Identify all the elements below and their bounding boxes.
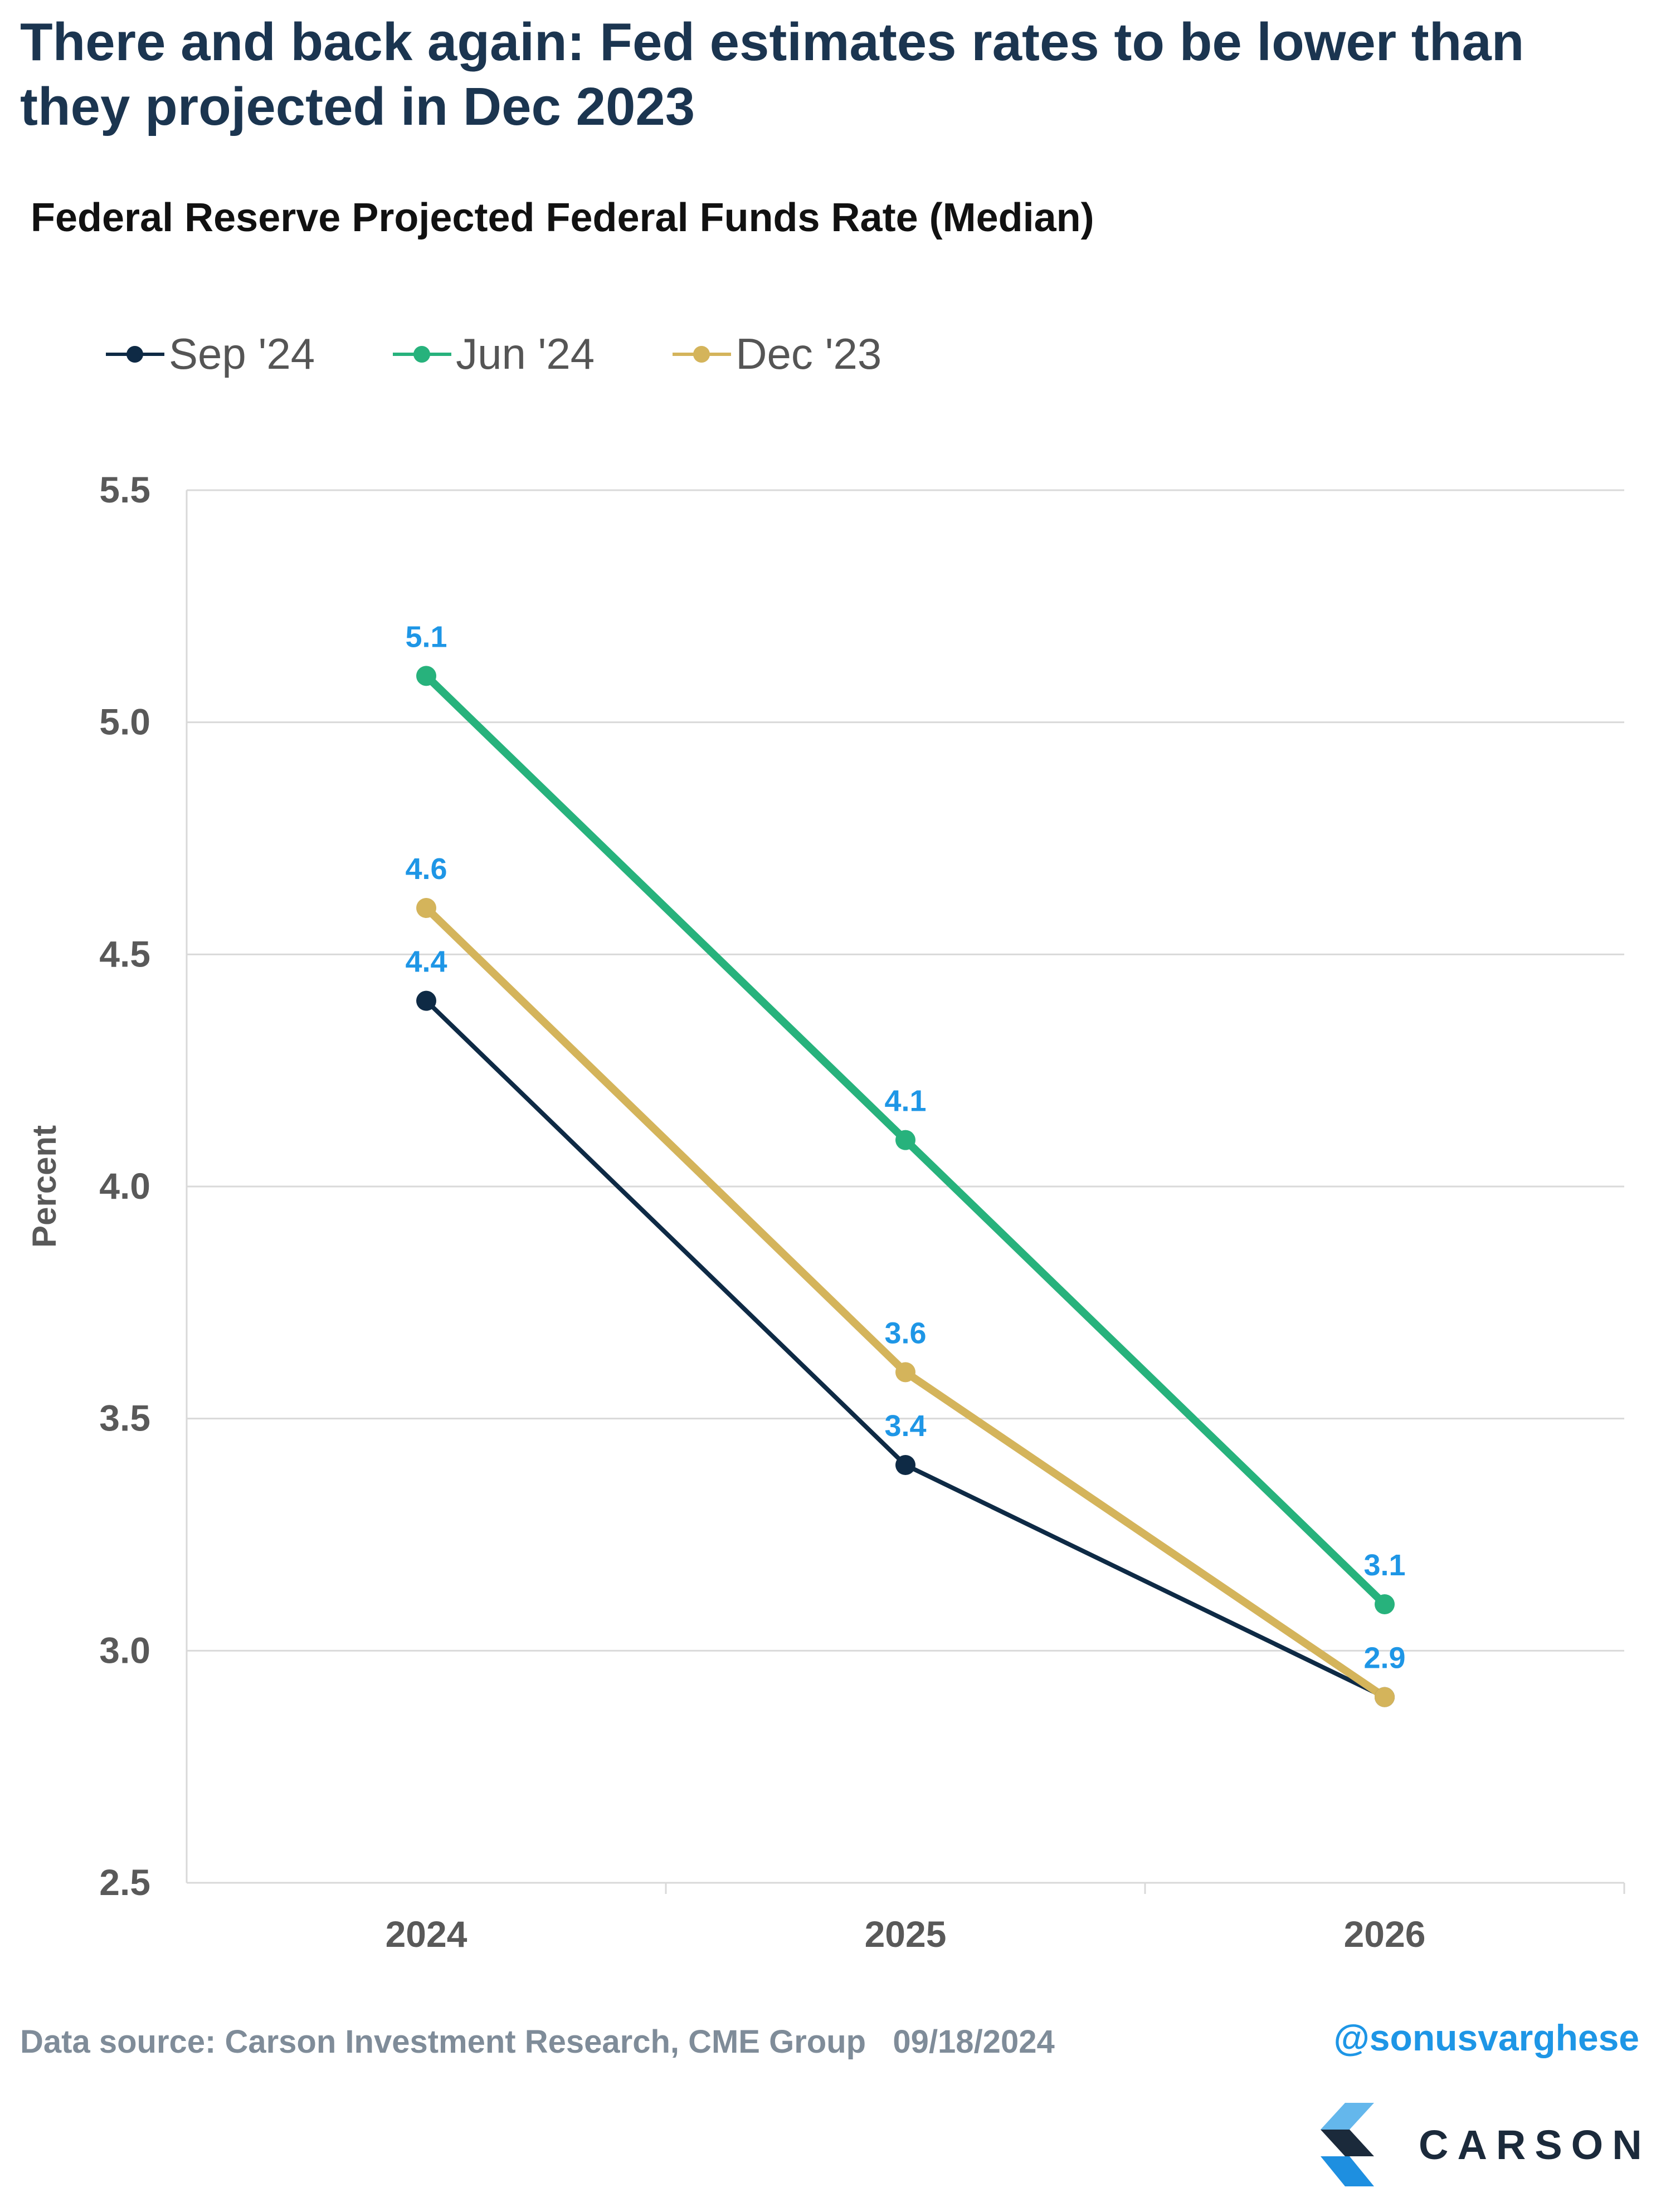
legend-swatch-sep-24	[106, 345, 164, 363]
data-point	[416, 990, 436, 1011]
x-tick-label: 2024	[386, 1913, 467, 1955]
legend-swatch-dec-23	[673, 345, 732, 363]
y-tick-label: 3.5	[99, 1398, 150, 1439]
data-label: 4.1	[884, 1085, 926, 1118]
carson-logo-mark-icon	[1321, 2103, 1374, 2186]
data-point	[416, 666, 436, 686]
data-source-note: Data source: Carson Investment Research,…	[20, 2024, 1055, 2060]
data-label: 4.6	[405, 852, 447, 886]
y-tick-label: 3.0	[99, 1629, 150, 1671]
legend-label-jun-24: Jun '24	[456, 329, 595, 378]
data-label: 3.4	[884, 1409, 926, 1443]
carson-logo: CARSON	[1321, 2103, 1651, 2186]
legend-item-sep-24: Sep '24	[106, 329, 315, 379]
data-point	[1375, 1594, 1395, 1614]
data-point	[895, 1130, 915, 1150]
y-tick-label: 4.5	[99, 933, 150, 974]
y-tick-label: 4.0	[99, 1165, 150, 1207]
legend-label-dec-23: Dec '23	[736, 329, 882, 378]
series-line	[422, 904, 1389, 1701]
legend-item-dec-23: Dec '23	[673, 329, 881, 379]
y-tick-label: 2.5	[99, 1862, 150, 1903]
data-point	[895, 1362, 915, 1383]
author-handle[interactable]: @sonusvarghese	[1333, 2017, 1639, 2058]
data-label: 3.1	[1363, 1549, 1405, 1582]
y-tick-label: 5.0	[99, 701, 150, 743]
headline: There and back again: Fed estimates rate…	[20, 12, 1525, 136]
x-tick-label: 2025	[865, 1913, 947, 1955]
legend-item-jun-24: Jun '24	[393, 329, 595, 379]
data-label: 3.6	[884, 1316, 926, 1350]
y-axis-title: Percent	[26, 1125, 63, 1248]
data-point	[416, 898, 436, 918]
legend: Sep '24 Jun '24 Dec '23	[106, 329, 881, 379]
data-label: 4.4	[405, 945, 447, 979]
data-label: 2.9	[1363, 1642, 1405, 1675]
chart-subtitle: Federal Reserve Projected Federal Funds …	[31, 196, 1094, 240]
line-chart: 2.5 3.0 3.5 4.0 4.5 5.0 5.5 2024 2025 2026 Percent…	[26, 469, 1625, 1955]
data-label: 5.1	[405, 620, 447, 653]
data-point	[1375, 1687, 1395, 1707]
carson-logo-text: CARSON	[1419, 2121, 1651, 2168]
y-tick-label: 5.5	[99, 469, 150, 510]
legend-swatch-jun-24	[393, 345, 452, 363]
data-point	[895, 1455, 915, 1475]
legend-label-sep-24: Sep '24	[169, 329, 315, 378]
x-tick-label: 2026	[1344, 1913, 1426, 1955]
